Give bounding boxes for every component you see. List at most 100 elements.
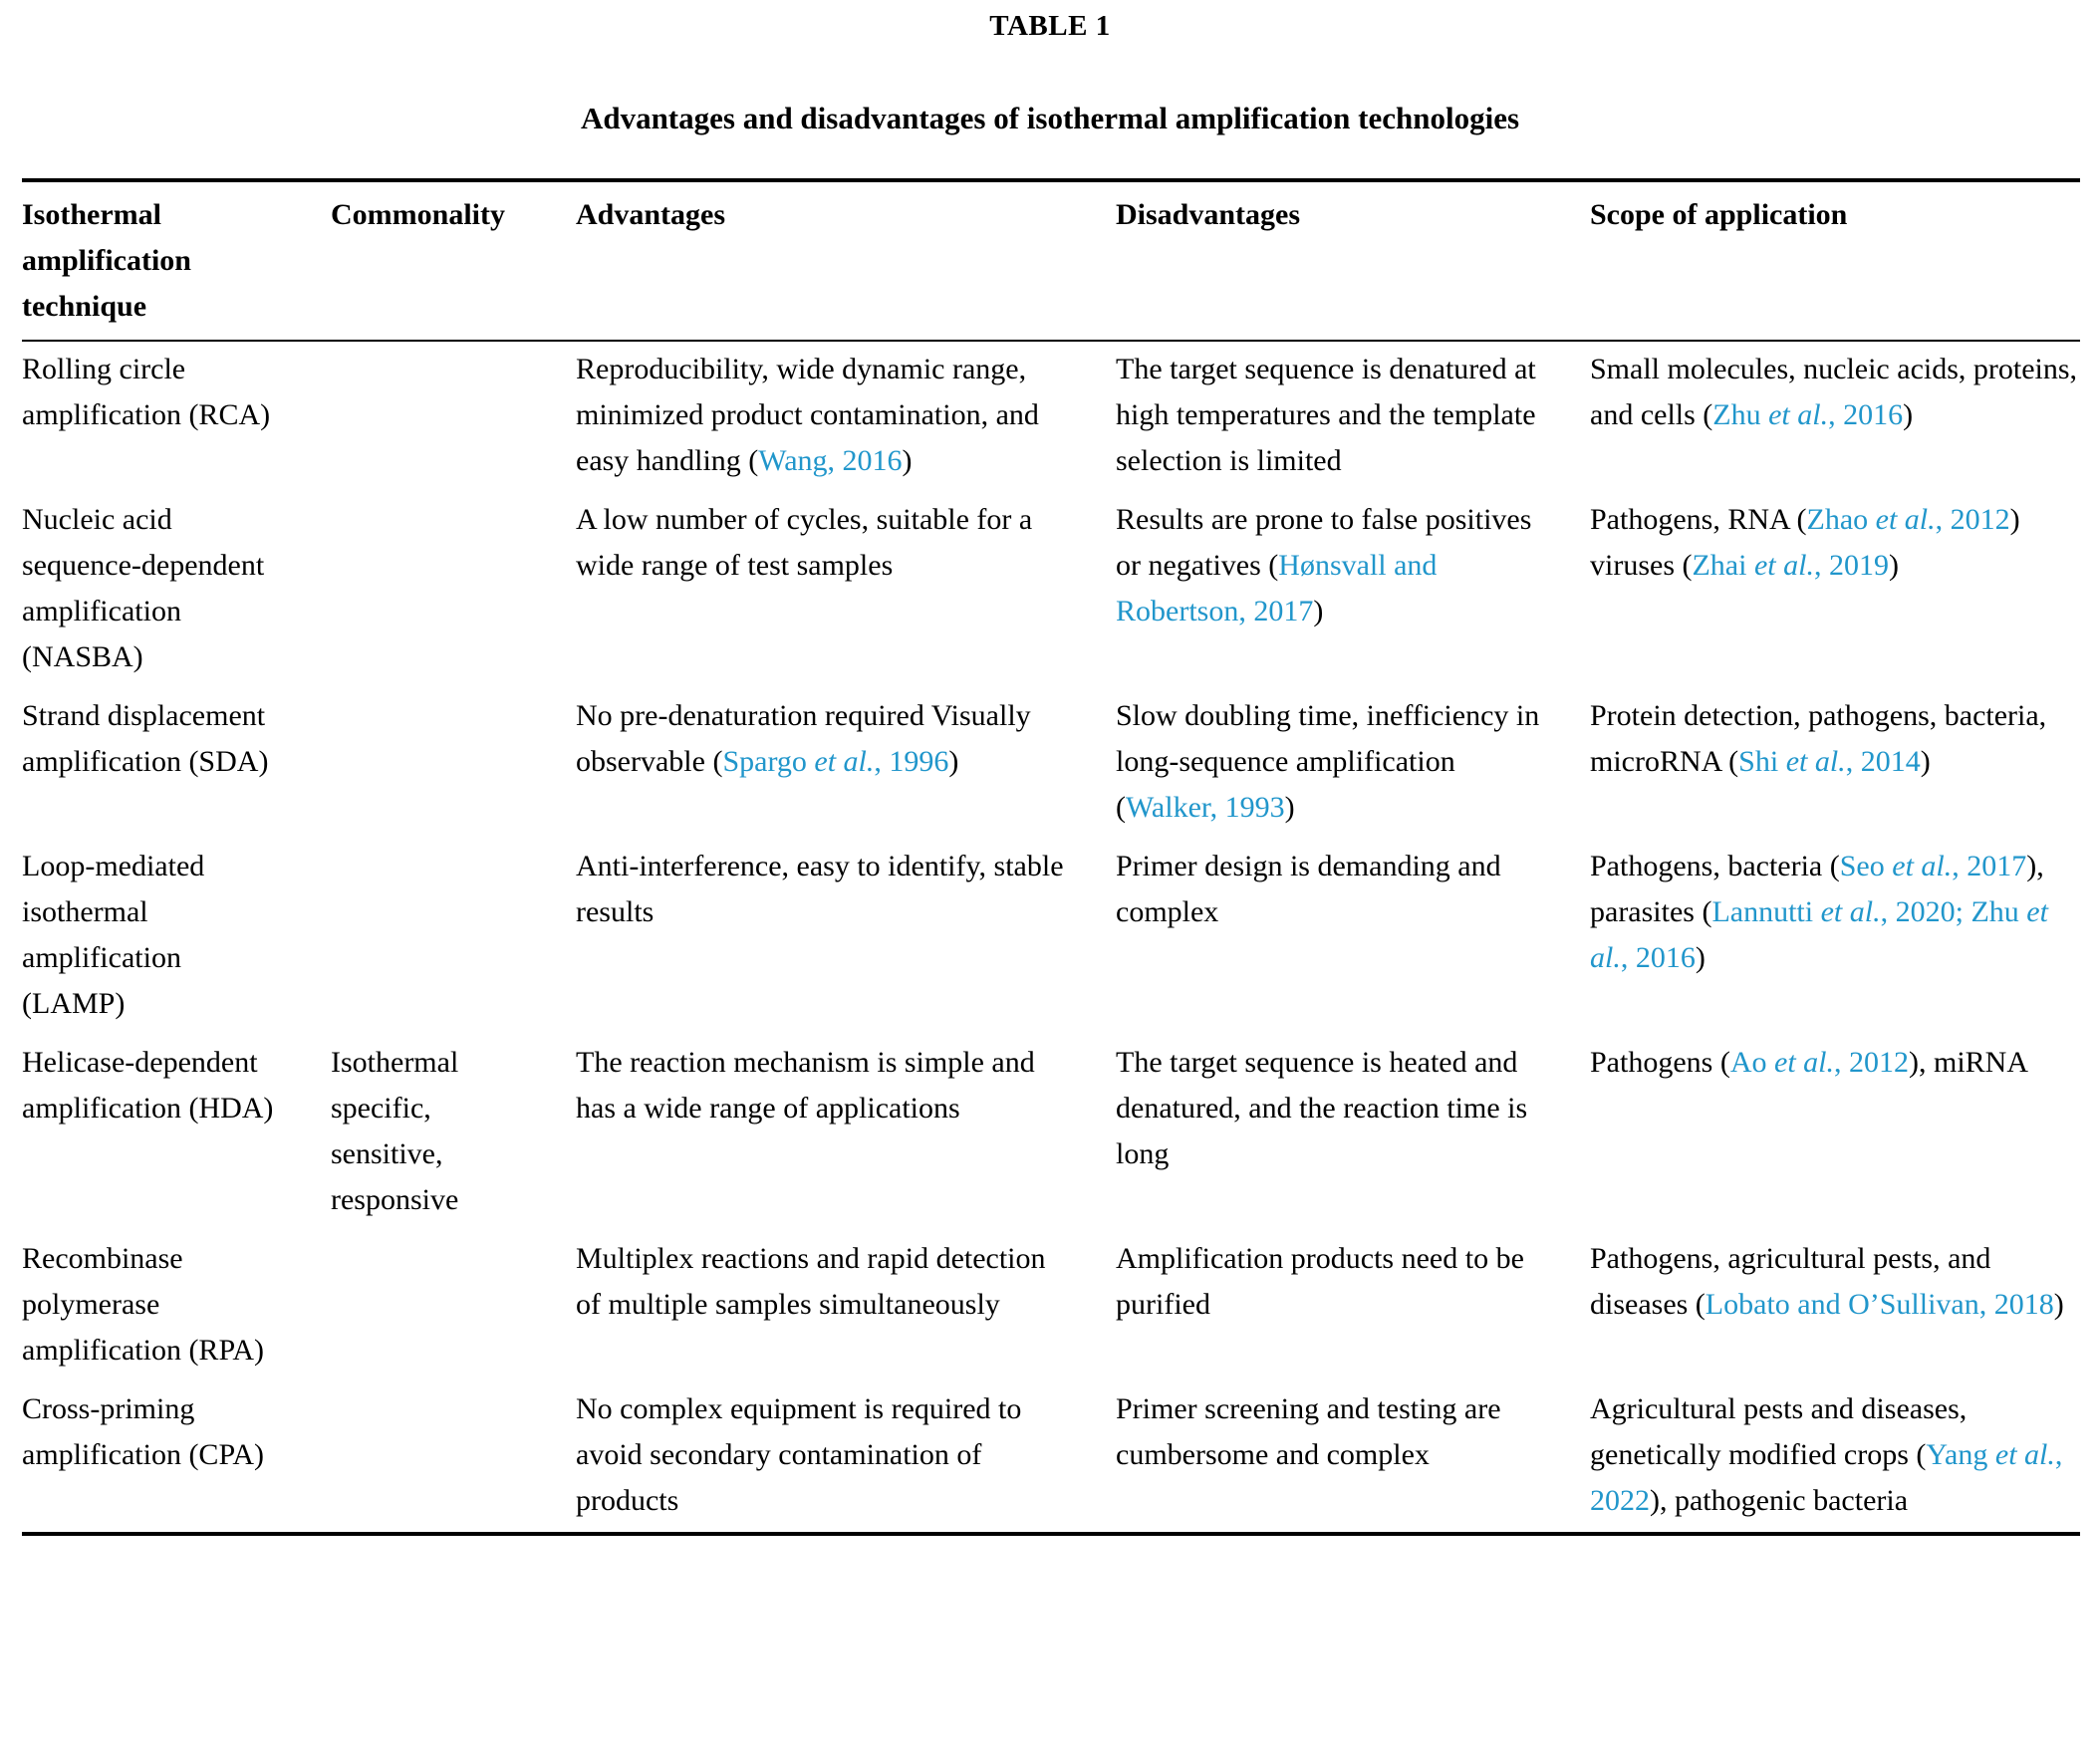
column-header-commonality: Commonality [331, 180, 576, 342]
disadvantages-cell: The target sequence is heated and denatu… [1116, 1035, 1590, 1231]
advantages-cell: No pre-denaturation required Visually ob… [576, 688, 1116, 839]
cell-text: Pathogens ( [1590, 1046, 1730, 1079]
cell-text: Recombinase polymerase amplification (RP… [22, 1242, 265, 1367]
cell-text: Cross-priming amplification (CPA) [22, 1392, 265, 1471]
cell-text: ) [1888, 549, 1899, 582]
citation-link[interactable]: , 1996 [874, 745, 949, 778]
table-title: TABLE 1 [989, 10, 1111, 42]
table-row: Helicase-dependent amplification (HDA) Is… [22, 1035, 2080, 1231]
citation-link[interactable]: et al. [1994, 1438, 2055, 1471]
technique-cell: Recombinase polymerase amplification (RP… [22, 1231, 331, 1381]
cell-text: ) [1284, 791, 1295, 824]
table-row: Cross-priming amplification (CPA) No comp… [22, 1381, 2080, 1534]
citation-link[interactable]: et al. [1820, 895, 1881, 928]
scope-cell: Pathogens, agricultural pests, and disea… [1590, 1231, 2080, 1381]
column-header-advantages: Advantages [576, 180, 1116, 342]
scope-cell: Pathogens, RNA (Zhao et al., 2012) virus… [1590, 492, 2080, 688]
citation-link[interactable]: , 2022 [1590, 1438, 2063, 1517]
cell-text: ), miRNA [1909, 1046, 2028, 1079]
citation-link[interactable]: et al. [1875, 503, 1936, 536]
citation-link[interactable]: Wang, 2016 [758, 444, 903, 477]
citation-link[interactable]: Zhu [1712, 398, 1769, 431]
citation-link[interactable]: Spargo [722, 745, 815, 778]
cell-text: The target sequence is heated and denatu… [1116, 1046, 1528, 1170]
commonality-cell [331, 1231, 576, 1381]
citation-link[interactable]: Walker, 1993 [1126, 791, 1285, 824]
citation-link[interactable]: et al. [1768, 398, 1829, 431]
advantages-cell: Multiplex reactions and rapid detection … [576, 1231, 1116, 1381]
citation-link[interactable]: et al. [1892, 850, 1953, 882]
cell-text: Pathogens, agricultural pests, and disea… [1590, 1242, 1991, 1321]
commonality-cell [331, 492, 576, 688]
citation-link[interactable]: Zhai [1692, 549, 1754, 582]
table-header: Isothermal amplification technique Common… [22, 180, 2080, 342]
citation-link[interactable]: , 2020; Zhu [1880, 895, 2027, 928]
scope-cell: Protein detection, pathogens, bacteria, … [1590, 688, 2080, 839]
citation-link[interactable]: et al. [1753, 549, 1814, 582]
citation-link[interactable]: Hønsvall and Robertson, 2017 [1116, 549, 1438, 627]
citation-link[interactable]: , 2014 [1845, 745, 1921, 778]
disadvantages-cell: Primer screening and testing are cumbers… [1116, 1381, 1590, 1534]
cell-text: Agricultural pests and diseases, genetic… [1590, 1392, 1968, 1471]
technique-cell: Helicase-dependent amplification (HDA) [22, 1035, 331, 1231]
column-header-technique: Isothermal amplification technique [22, 180, 331, 342]
disadvantages-cell: Primer design is demanding and complex [1116, 839, 1590, 1035]
cell-text: ), pathogenic bacteria [1650, 1484, 1909, 1517]
technique-cell: Strand displacement amplification (SDA) [22, 688, 331, 839]
citation-link[interactable]: et al. [1785, 745, 1846, 778]
advantages-cell: Reproducibility, wide dynamic range, min… [576, 341, 1116, 492]
citation-link[interactable]: , 2012 [1834, 1046, 1909, 1079]
citation-link[interactable]: , 2019 [1813, 549, 1889, 582]
citation-link[interactable]: et al. [814, 745, 875, 778]
citation-link[interactable]: Seo [1839, 850, 1893, 882]
cell-text: Pathogens, bacteria ( [1590, 850, 1840, 882]
commonality-cell [331, 1381, 576, 1534]
citation-link[interactable]: , 2016 [1828, 398, 1904, 431]
citation-link[interactable]: et al. [1590, 895, 2048, 974]
cell-text: Helicase-dependent amplification (HDA) [22, 1046, 274, 1125]
cell-text: ), parasites ( [1590, 850, 2044, 928]
disadvantages-cell: Results are prone to false positives or … [1116, 492, 1590, 688]
cell-text: A low number of cycles, suitable for a w… [576, 503, 1033, 582]
cell-text: Pathogens, RNA ( [1590, 503, 1807, 536]
commonality-cell [331, 688, 576, 839]
cell-text: The reaction mechanism is simple and has… [576, 1046, 1035, 1125]
column-header-scope: Scope of application [1590, 180, 2080, 342]
cell-text: ) [1920, 745, 1931, 778]
citation-link[interactable]: Yang [1926, 1438, 1995, 1471]
technique-cell: Loop-mediated isothermal amplification (… [22, 839, 331, 1035]
commonality-cell: Isothermal specific, sensitive, responsi… [331, 1035, 576, 1231]
cell-text: No complex equipment is required to avoi… [576, 1392, 1022, 1517]
advantages-cell: The reaction mechanism is simple and has… [576, 1035, 1116, 1231]
citation-link[interactable]: Lannutti [1711, 895, 1821, 928]
cell-text: Anti-interference, easy to identify, sta… [576, 850, 1064, 928]
disadvantages-cell: Slow doubling time, inefficiency in long… [1116, 688, 1590, 839]
cell-text: The target sequence is denatured at high… [1116, 353, 1536, 477]
citation-link[interactable]: , 2016 [1620, 941, 1696, 974]
citation-link[interactable]: Zhao [1806, 503, 1876, 536]
cell-text: ) [2053, 1288, 2064, 1321]
cell-text: Results are prone to false positives or … [1116, 503, 1532, 582]
citation-link[interactable]: Shi [1738, 745, 1786, 778]
citation-link[interactable]: Lobato and O’Sullivan, 2018 [1705, 1288, 2054, 1321]
citation-link[interactable]: , 2012 [1935, 503, 2010, 536]
technique-cell: Cross-priming amplification (CPA) [22, 1381, 331, 1534]
cell-text: Rolling circle amplification (RCA) [22, 353, 271, 431]
isothermal-amplification-table: Isothermal amplification technique Common… [22, 178, 2080, 1536]
citation-link[interactable]: Ao [1729, 1046, 1774, 1079]
cell-text: Multiplex reactions and rapid detection … [576, 1242, 1046, 1321]
citation-link[interactable]: et al. [1774, 1046, 1834, 1079]
commonality-cell [331, 341, 576, 492]
cell-text: Small molecules, nucleic acids, proteins… [1590, 353, 2078, 431]
disadvantages-cell: The target sequence is denatured at high… [1116, 341, 1590, 492]
citation-link[interactable]: , 2017 [1952, 850, 2027, 882]
scope-cell: Pathogens (Ao et al., 2012), miRNA [1590, 1035, 2080, 1231]
table-row: Strand displacement amplification (SDA) N… [22, 688, 2080, 839]
cell-text: Amplification products need to be purifi… [1116, 1242, 1524, 1321]
cell-text: Loop-mediated isothermal amplification (… [22, 850, 205, 1020]
cell-text: Primer design is demanding and complex [1116, 850, 1501, 928]
advantages-cell: No complex equipment is required to avoi… [576, 1381, 1116, 1534]
advantages-cell: A low number of cycles, suitable for a w… [576, 492, 1116, 688]
table-subtitle: Advantages and disadvantages of isotherm… [580, 101, 1520, 135]
cell-text: Protein detection, pathogens, bacteria, … [1590, 699, 2047, 778]
